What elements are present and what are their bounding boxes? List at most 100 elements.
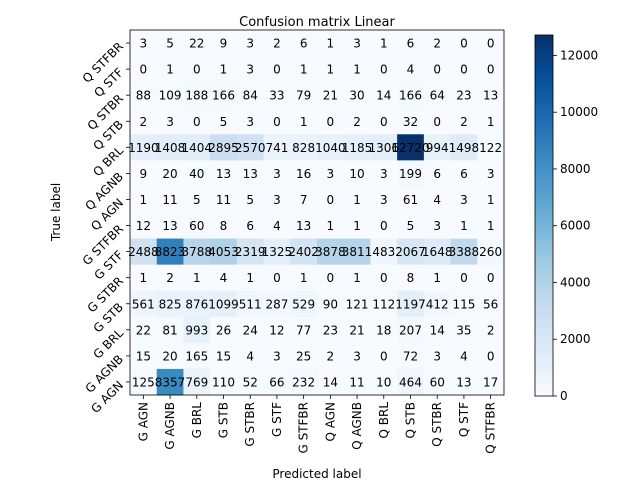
- heatmap-cell-label: 1: [327, 37, 335, 51]
- heatmap-cell-label: 16: [296, 167, 311, 181]
- heatmap-cell: [423, 316, 451, 344]
- heatmap-cell-label: 0: [327, 271, 335, 285]
- heatmap-cell: [263, 108, 291, 135]
- heatmap-cell: [236, 290, 264, 318]
- heatmap-cell-label: 3: [433, 349, 441, 363]
- heatmap-cell-label: 1: [353, 219, 361, 233]
- heatmap-cell-label: 1: [353, 271, 361, 285]
- heatmap-cell-label: 1: [460, 219, 468, 233]
- heatmap-cell: [156, 238, 184, 266]
- heatmap-cell: [317, 56, 345, 83]
- heatmap-cell-label: 6: [407, 37, 415, 51]
- heatmap-cell: [156, 368, 184, 396]
- heatmap-cell-label: 3: [273, 167, 281, 181]
- heatmap-cell: [317, 342, 345, 370]
- heatmap-cell: [236, 342, 264, 370]
- heatmap-cell-label: 12: [136, 219, 151, 233]
- heatmap-cell-label: 0: [140, 63, 148, 77]
- heatmap-cell-label: 13: [296, 219, 311, 233]
- heatmap-cell-label: 2067: [395, 245, 426, 259]
- heatmap-cell-label: 1: [140, 271, 148, 285]
- heatmap-cell-label: 9: [140, 167, 148, 181]
- heatmap-cell: [290, 238, 318, 266]
- heatmap-cell: [343, 290, 371, 318]
- heatmap-cell: [236, 368, 264, 396]
- heatmap-cell-label: 188: [185, 89, 208, 103]
- heatmap-cell-label: 2: [487, 323, 495, 337]
- heatmap-cell-label: 13: [216, 167, 231, 181]
- heatmap-cell-label: 3: [380, 167, 388, 181]
- heatmap-cell-label: 10: [349, 167, 364, 181]
- heatmap-cell-label: 3811: [342, 245, 373, 259]
- heatmap-cell: [370, 342, 398, 370]
- heatmap-cell-label: 115: [452, 297, 475, 311]
- heatmap-cell: [236, 316, 264, 344]
- heatmap-cell-label: 6: [246, 219, 254, 233]
- heatmap-cell: [343, 316, 371, 344]
- heatmap-cell: [317, 290, 345, 318]
- heatmap-cell: [397, 108, 425, 135]
- heatmap-cell: [397, 368, 425, 396]
- heatmap-cell-label: 0: [273, 63, 281, 77]
- heatmap-cell: [317, 160, 345, 187]
- heatmap-cell-label: 25: [296, 349, 311, 363]
- heatmap-cell-label: 2: [460, 115, 468, 129]
- heatmap-cell: [156, 342, 184, 370]
- heatmap-cell: [423, 108, 451, 135]
- heatmap-cell-label: 876: [185, 297, 208, 311]
- heatmap-cell-label: 741: [265, 141, 288, 155]
- x-tick-label: Q AGN: [323, 402, 337, 442]
- heatmap-cell: [290, 56, 318, 83]
- heatmap-cell: [343, 134, 371, 161]
- heatmap-cell: [156, 160, 184, 187]
- heatmap-cells: [130, 30, 505, 396]
- heatmap-cell: [130, 238, 158, 266]
- heatmap-cell: [156, 30, 184, 57]
- heatmap-cell-label: 511: [239, 297, 262, 311]
- heatmap-cell: [370, 30, 398, 57]
- heatmap-cell-label: 0: [460, 37, 468, 51]
- heatmap-cell-label: 21: [349, 323, 364, 337]
- heatmap-cell-label: 18: [376, 323, 391, 337]
- heatmap-cell: [477, 238, 505, 266]
- heatmap-cell: [397, 264, 425, 292]
- heatmap-cell-label: 3: [246, 63, 254, 77]
- heatmap-cell-label: 165: [185, 349, 208, 363]
- heatmap-cell: [130, 290, 158, 318]
- heatmap-cell: [156, 56, 184, 83]
- heatmap-cell: [450, 238, 478, 266]
- heatmap-cell-label: 2319: [235, 245, 266, 259]
- heatmap-cell: [317, 108, 345, 135]
- heatmap-cell: [317, 134, 345, 161]
- heatmap-cell: [210, 368, 238, 396]
- heatmap-cell-label: 20: [162, 349, 177, 363]
- heatmap-cell: [183, 108, 211, 135]
- heatmap-cell: [183, 212, 211, 239]
- heatmap-cell: [130, 108, 158, 135]
- heatmap-cell-label: 35: [456, 323, 471, 337]
- heatmap-cell: [477, 264, 505, 292]
- x-tick-label: G STFBR: [297, 402, 311, 454]
- heatmap-cell-label: 5: [407, 219, 415, 233]
- heatmap-cell: [397, 134, 425, 161]
- heatmap-cell-label: 23: [456, 89, 471, 103]
- heatmap-cell: [156, 108, 184, 135]
- heatmap-cell-label: 0: [487, 271, 495, 285]
- heatmap-cell-label: 1: [166, 63, 174, 77]
- heatmap-cell: [370, 134, 398, 161]
- heatmap-cell-label: 3: [327, 167, 335, 181]
- heatmap-cell: [423, 56, 451, 83]
- heatmap-cell-label: 3: [460, 193, 468, 207]
- heatmap-cell: [210, 264, 238, 292]
- heatmap-cell-label: 3: [380, 193, 388, 207]
- heatmap-cell-label: 3: [487, 167, 495, 181]
- heatmap-cell-label: 8: [220, 219, 228, 233]
- x-tick-label: G STF: [270, 402, 284, 437]
- x-tick-label: Q AGNB: [350, 402, 364, 450]
- heatmap-cell: [290, 82, 318, 109]
- heatmap-cell: [370, 264, 398, 292]
- heatmap-cell-label: 166: [399, 89, 422, 103]
- heatmap-cell-label: 1: [140, 193, 148, 207]
- heatmap-cell-label: 1: [220, 63, 228, 77]
